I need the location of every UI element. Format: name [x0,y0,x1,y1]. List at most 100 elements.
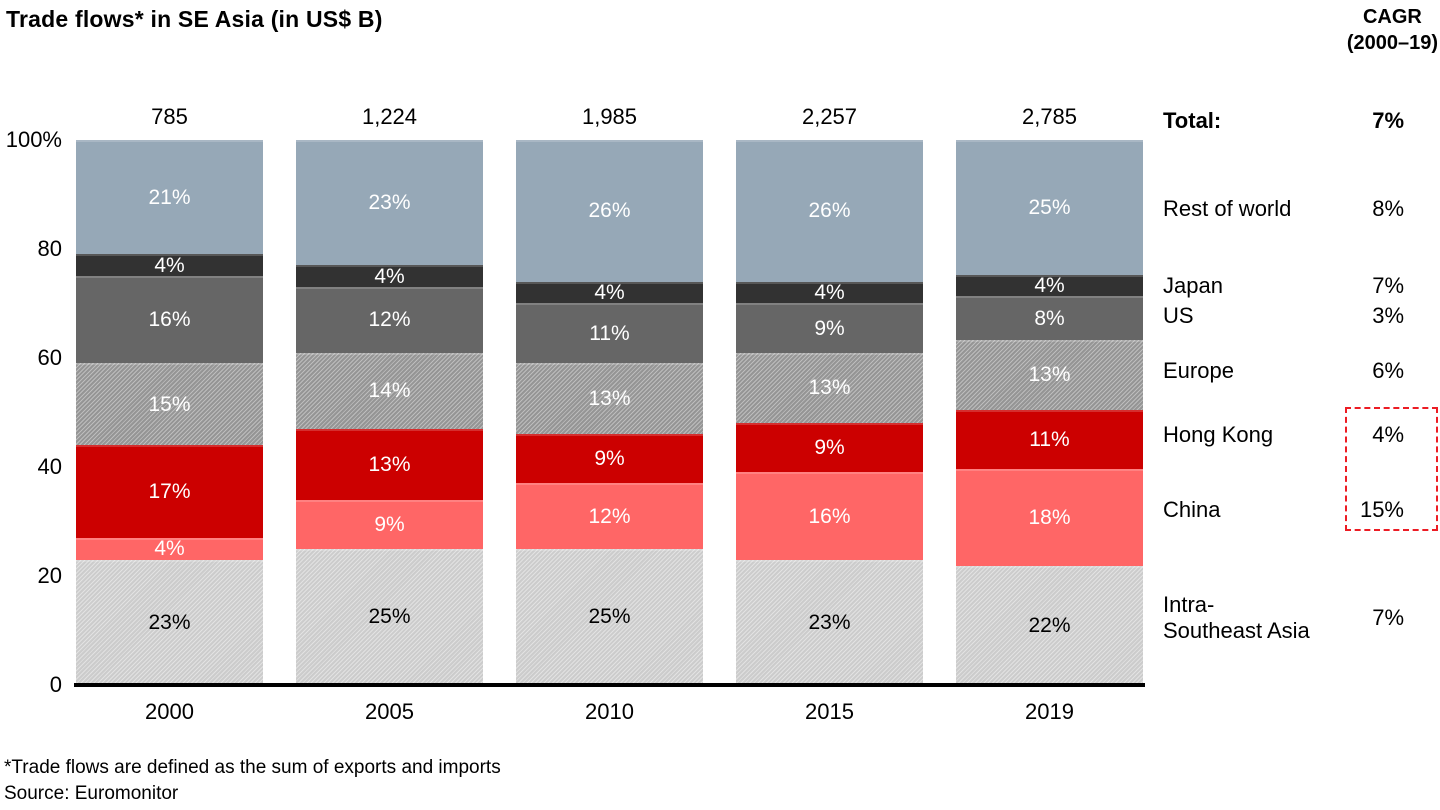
segment-china-2019: 18% [956,469,1143,567]
cagr-column-header: CAGR (2000–19) [1347,4,1438,56]
y-axis-label-100: 100% [5,127,62,152]
y-axis-label-0: 0 [49,672,62,697]
x-axis-label-2015: 2015 [805,699,854,724]
segment-label-rest-of-world-2019: 25% [1028,195,1071,219]
cagr-header-line1: CAGR [1362,6,1422,28]
bar-column-2010: 1,985 26% 4% 11% 13% 9% 12% 25% 2010 [516,104,703,724]
segment-intra-southeast-asia-2000: 23% [76,559,263,685]
segment-europe-2000: 15% [76,363,263,446]
segment-label-europe-2000: 15% [148,392,191,416]
x-axis-line [74,683,1145,687]
footnote-definition: *Trade flows are defined as the sum of e… [4,757,501,778]
y-axis-label-80: 80 [37,236,62,261]
y-axis-label-20: 20 [37,563,62,588]
bar-column-2015: 2,257 26% 4% 9% 13% 9% 16% 23% 2015 [736,104,923,724]
segment-label-japan-2015: 4% [814,281,845,305]
segment-label-china-2015: 16% [808,504,851,528]
segment-label-hong-kong-2015: 9% [814,436,845,460]
segment-label-europe-2010: 13% [588,387,631,411]
legend-label-intra-southeast-asia: Intra- Southeast Asia [1163,592,1310,643]
y-axis: 100% 80 60 40 20 0 [0,0,64,700]
segment-japan-2019: 4% [956,274,1143,297]
bar-stack-2000: 21% 4% 16% 15% 17% 4% 23% [76,140,263,685]
legend-row-europe: Europe 6% [1163,358,1404,384]
segment-intra-southeast-asia-2005: 25% [296,548,483,685]
segment-label-rest-of-world-2000: 21% [148,185,191,209]
segment-intra-southeast-asia-2010: 25% [516,548,703,685]
segment-us-2010: 11% [516,303,703,364]
segment-label-hong-kong-2010: 9% [594,447,625,471]
segment-intra-southeast-asia-2015: 23% [736,559,923,685]
segment-label-intra-southeast-asia-2019: 22% [1028,614,1071,638]
x-axis-label-2005: 2005 [365,699,414,724]
cagr-header-line2: (2000–19) [1346,32,1438,54]
segment-label-china-2000: 4% [154,537,185,561]
segment-label-hong-kong-2005: 13% [368,452,411,476]
bar-stack-2015: 26% 4% 9% 13% 9% 16% 23% [736,140,923,685]
footnotes: *Trade flows are defined as the sum of e… [4,755,501,807]
segment-china-2000: 4% [76,537,263,561]
segment-label-intra-southeast-asia-2000: 23% [148,610,191,634]
segment-rest-of-world-2005: 23% [296,140,483,266]
legend-row-rest-of-world: Rest of world 8% [1163,196,1404,222]
segment-label-us-2000: 16% [148,308,191,332]
x-axis-label-2019: 2019 [1025,699,1074,724]
segment-label-intra-southeast-asia-2005: 25% [368,605,411,629]
segment-label-intra-southeast-asia-2015: 23% [808,610,851,634]
segment-label-rest-of-world-2015: 26% [808,199,851,223]
bar-total-2015: 2,257 [801,104,858,129]
bar-stack-2005: 23% 4% 12% 14% 13% 9% 25% [296,140,483,685]
bar-total-2000: 785 [151,104,188,129]
legend-value-intra-southeast-asia: 7% [1372,605,1404,630]
legend-row-intra-southeast-asia: Intra- Southeast Asia 7% [1163,590,1404,646]
legend-label-japan: Japan [1163,273,1223,298]
segment-label-hong-kong-2019: 11% [1029,427,1070,451]
segment-china-2005: 9% [296,499,483,549]
segment-label-rest-of-world-2005: 23% [368,191,411,215]
segment-us-2005: 12% [296,287,483,353]
segment-label-china-2010: 12% [588,504,631,528]
legend-row-japan: Japan 7% [1163,273,1404,299]
segment-japan-2010: 4% [516,281,703,304]
segment-europe-2019: 13% [956,339,1143,410]
segment-us-2015: 9% [736,303,923,353]
legend-label-rest-of-world: Rest of world [1163,196,1292,221]
segment-europe-2015: 13% [736,352,923,424]
segment-label-rest-of-world-2010: 26% [588,199,631,223]
segment-rest-of-world-2015: 26% [736,140,923,282]
segment-label-china-2019: 18% [1028,506,1071,530]
segment-label-us-2010: 11% [589,321,630,345]
footnote-source: Source: Euromonitor [4,783,179,804]
bar-total-2005: 1,224 [361,104,418,129]
segment-japan-2015: 4% [736,281,923,305]
legend-total-label: Total: [1163,108,1222,133]
y-axis-label-60: 60 [37,345,62,370]
x-axis-label-2000: 2000 [145,699,194,724]
legend-value-china: 15% [1359,497,1404,522]
segment-hong-kong-2000: 17% [76,445,263,538]
segment-europe-2010: 13% [516,363,703,435]
segment-china-2015: 16% [736,472,923,560]
legend-label-europe: Europe [1163,358,1234,383]
x-axis-label-2010: 2010 [585,699,634,724]
segment-rest-of-world-2019: 25% [956,140,1143,275]
legend-value-japan: 7% [1372,273,1404,298]
segment-label-europe-2015: 13% [808,376,851,400]
segment-europe-2005: 14% [296,352,483,429]
segment-us-2000: 16% [76,276,263,364]
legend-row-us: US 3% [1163,303,1404,329]
segment-label-japan-2005: 4% [374,264,405,288]
segment-label-china-2005: 9% [374,512,405,536]
bar-stack-2010: 26% 4% 11% 13% 9% 12% 25% [516,140,703,685]
segment-label-intra-southeast-asia-2010: 25% [588,605,631,629]
segment-japan-2000: 4% [76,254,263,277]
segment-label-us-2005: 12% [368,308,411,332]
bar-column-2000: 785 21% 4% 16% 15% 17% 4% 23% 2000 [76,104,263,724]
legend-value-rest-of-world: 8% [1372,196,1404,221]
plot-area: 785 21% 4% 16% 15% 17% 4% 23% 2000 1,224 23% 4% 12% 1… [76,104,1143,724]
segment-rest-of-world-2010: 26% [516,140,703,282]
legend-row-total: Total: 7% [1163,108,1404,134]
bar-total-2019: 2,785 [1021,104,1078,129]
legend-label-china: China [1163,497,1221,522]
